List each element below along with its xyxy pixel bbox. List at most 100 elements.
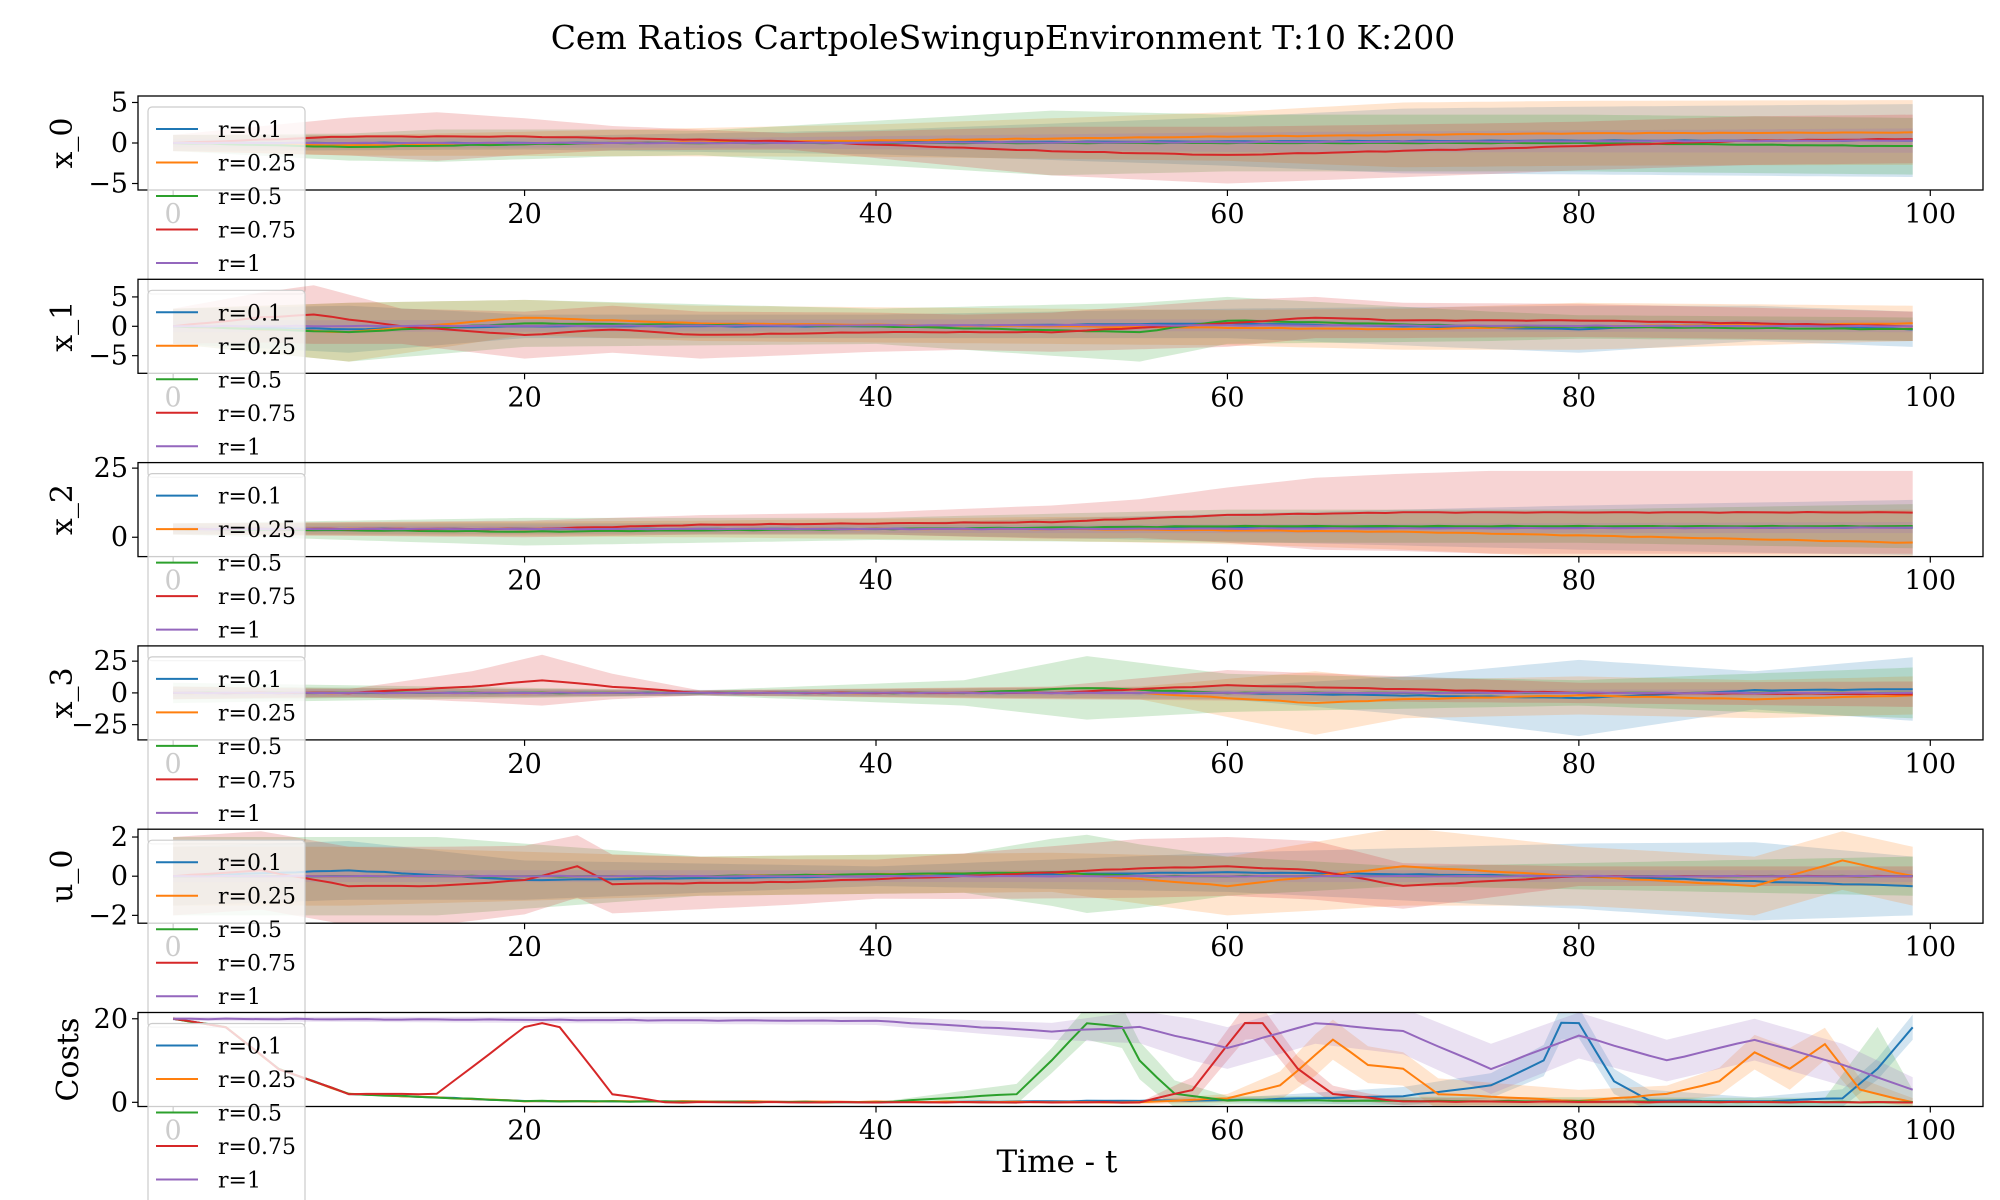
line-r=0.75 (172, 1017, 1913, 1104)
band-r=0.25 (173, 671, 1913, 735)
plot-area (173, 654, 1913, 737)
legend-label: r=0.75 (218, 1135, 296, 1160)
plot-area (172, 285, 1913, 362)
legend: r=0.1 r=0.25 r=0.5 r=0.75 r=1 (147, 1022, 306, 1200)
legend-box (147, 1022, 306, 1200)
legend-label: r=0.5 (218, 735, 282, 760)
subplot-x_3: 020406080100250−25x_3r=0.1r=0.25r=0.5r=0… (45, 645, 1984, 845)
x-tick-label: 60 (1210, 199, 1244, 230)
y-tick-label: 0 (111, 522, 128, 553)
band-r=0.25 (173, 509, 1913, 557)
axes-frame (137, 461, 1984, 558)
legend-label: r=0.75 (218, 952, 296, 977)
band-r=0.5 (173, 1012, 1913, 1107)
legend-label: r=0.25 (218, 152, 296, 177)
legend-label: r=1 (218, 1169, 261, 1194)
subplot-x_2: 020406080100250x_2r=0.1r=0.25r=0.5r=0.75… (45, 453, 1984, 662)
subplot-x_0: 02040608010050−5x_0r=0.1r=0.25r=0.5r=0.7… (45, 87, 1984, 295)
x-axis-label: Time - t (997, 1144, 1119, 1180)
band-r=0.5 (173, 656, 1913, 720)
x-tick-label: 80 (1562, 749, 1596, 780)
x-tick-label: 40 (859, 1116, 893, 1147)
x-tick-label: 40 (859, 382, 893, 413)
band-r=0.1 (173, 657, 1913, 737)
line-r=0.75 (173, 135, 1913, 156)
x-tick-label: 40 (859, 749, 893, 780)
line-r=1 (173, 323, 1913, 328)
y-axis-label: x_2 (45, 484, 80, 535)
legend-label: r=1 (218, 435, 261, 460)
legend-label: r=0.5 (218, 185, 282, 210)
x-tick-label: 80 (1562, 932, 1596, 963)
y-axis-label: u_0 (45, 849, 80, 902)
x-tick-label: 100 (1905, 1116, 1957, 1147)
x-tick-label: 60 (1210, 932, 1244, 963)
legend-label: r=0.1 (218, 668, 282, 693)
legend: r=0.1 r=0.25 r=0.5 r=0.75 r=1 (147, 656, 306, 845)
band-r=0.25 (173, 1018, 1913, 1107)
legend-label: r=0.25 (218, 1068, 296, 1093)
legend: r=0.1 r=0.25 r=0.5 r=0.75 r=1 (147, 106, 306, 295)
y-tick-label: 0 (111, 861, 128, 892)
x-tick-label: 20 (507, 199, 541, 230)
plot-area (173, 100, 1913, 184)
line-r=0.75 (172, 313, 1913, 337)
subplot-Costs: 020406080100200Costsr=0.1r=0.25r=0.5r=0.… (51, 1004, 1984, 1200)
band-r=0.25 (173, 100, 1913, 168)
y-axis-label: x_1 (45, 301, 80, 352)
x-tick-label: 20 (507, 1116, 541, 1147)
y-tick-label: −5 (88, 341, 128, 372)
x-tick-label: 80 (1562, 199, 1596, 230)
y-tick-label: 25 (94, 453, 128, 484)
subplot-u_0: 02040608010020−2u_0r=0.1r=0.25r=0.5r=0.7… (45, 822, 1984, 1028)
legend-label: r=0.25 (218, 335, 296, 360)
band-r=0.5 (173, 504, 1913, 549)
band-r=0.1 (173, 841, 1913, 921)
y-axis-label: x_0 (45, 117, 80, 168)
legend-label: r=0.1 (218, 118, 282, 143)
legend-label: r=0.1 (218, 1035, 282, 1060)
subplot-x_1: 02040608010050−5x_1r=0.1r=0.25r=0.5r=0.7… (45, 278, 1984, 478)
band-r=0.1 (173, 1012, 1913, 1107)
legend-label: r=0.5 (218, 552, 282, 577)
y-tick-label: 0 (111, 1087, 128, 1118)
subplots: 02040608010050−5x_0r=0.1r=0.25r=0.5r=0.7… (45, 87, 1984, 1200)
y-tick-label: 20 (94, 1004, 128, 1035)
line-r=1 (173, 526, 1913, 531)
plot-area (173, 470, 1913, 557)
legend-label: r=0.5 (218, 1102, 282, 1127)
legend: r=0.1 r=0.25 r=0.5 r=0.75 r=1 (147, 289, 306, 478)
line-r=1 (173, 1017, 1914, 1091)
y-tick-label: 0 (111, 678, 128, 709)
x-tick-label: 80 (1562, 1116, 1596, 1147)
y-tick-label: 5 (111, 282, 128, 313)
y-tick-label: 0 (111, 311, 128, 342)
x-tick-label: 20 (507, 749, 541, 780)
y-tick-label: −5 (88, 169, 128, 200)
legend: r=0.1 r=0.25 r=0.5 r=0.75 r=1 (147, 473, 306, 662)
x-tick-label: 80 (1562, 566, 1596, 597)
legend-label: r=0.75 (218, 219, 296, 244)
y-tick-label: 5 (111, 87, 128, 118)
legend-label: r=0.75 (218, 585, 296, 610)
plot-area (173, 829, 1913, 924)
x-tick-label: 100 (1905, 382, 1957, 413)
band-r=0.75 (173, 112, 1913, 184)
x-tick-label: 20 (507, 382, 541, 413)
line-r=1 (173, 691, 1913, 695)
legend-label: r=0.1 (218, 301, 282, 326)
legend-label: r=1 (218, 985, 261, 1010)
line-r=1 (173, 874, 1913, 878)
line-r=0.5 (173, 524, 1913, 533)
legend: r=0.1 r=0.25 r=0.5 r=0.75 r=1 (147, 839, 306, 1028)
legend-label: r=0.5 (218, 918, 282, 943)
x-tick-label: 100 (1905, 932, 1957, 963)
chart-title: Cem Ratios CartpoleSwingupEnvironment T:… (551, 18, 1456, 57)
line-r=1 (173, 139, 1913, 145)
y-tick-label: 0 (111, 128, 128, 159)
y-tick-label: 25 (94, 646, 128, 677)
band-r=1 (173, 1012, 1913, 1103)
x-tick-label: 80 (1562, 382, 1596, 413)
x-tick-label: 40 (859, 566, 893, 597)
